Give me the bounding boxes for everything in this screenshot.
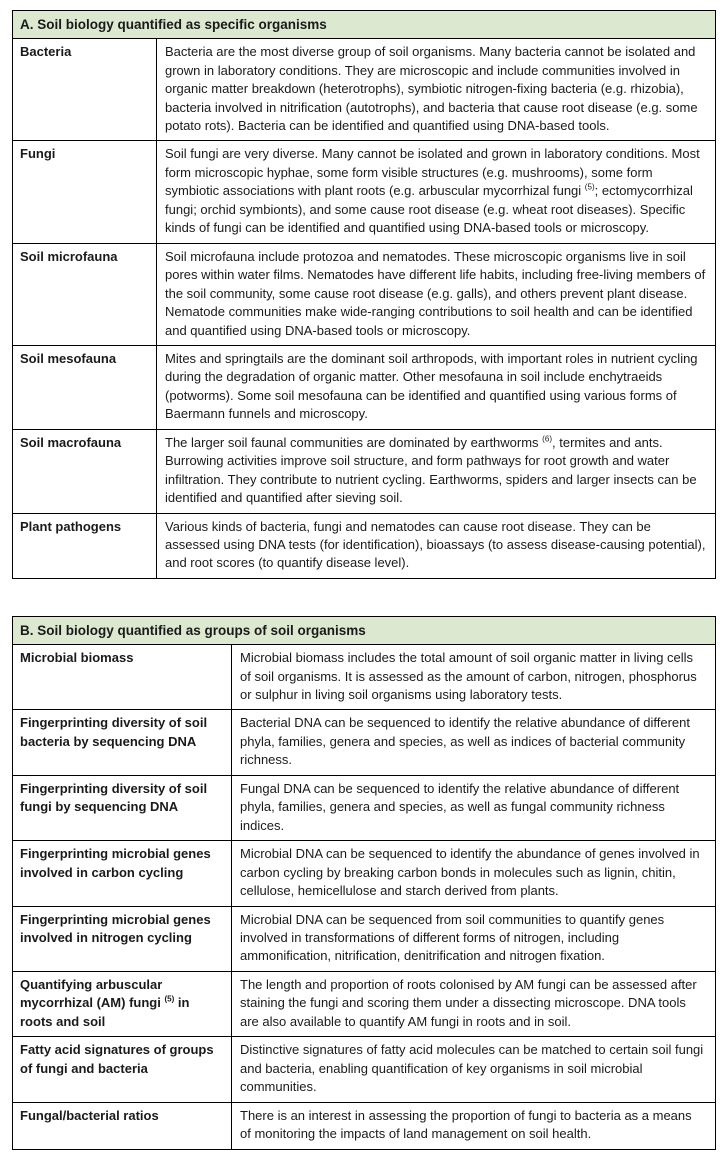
table-b-header: B. Soil biology quantified as groups of … [12, 615, 716, 646]
row-description: The larger soil faunal communities are d… [156, 428, 716, 514]
row-label: Fungal/bacterial ratios [12, 1101, 232, 1150]
table-a-body: Bacteria Bacteria are the most diverse g… [12, 38, 716, 579]
row-label: Soil microfauna [12, 242, 157, 346]
row-label: Fingerprinting microbial genes involved … [12, 840, 232, 907]
table-row: Soil microfauna Soil microfauna include … [12, 242, 716, 346]
row-label: Soil mesofauna [12, 344, 157, 430]
table-row: Plant pathogens Various kinds of bacteri… [12, 512, 716, 579]
row-label: Soil macrofauna [12, 428, 157, 514]
row-description: The length and proportion of roots colon… [231, 970, 716, 1038]
table-b-header-row: B. Soil biology quantified as groups of … [12, 615, 716, 646]
row-description: Soil microfauna include protozoa and nem… [156, 242, 716, 346]
row-description: Distinctive signatures of fatty acid mol… [231, 1036, 716, 1103]
row-description: Mites and springtails are the dominant s… [156, 344, 716, 430]
table-row: Fungal/bacterial ratios There is an inte… [12, 1101, 716, 1150]
row-label: Bacteria [12, 38, 157, 142]
row-label: Fingerprinting diversity of soil bacteri… [12, 709, 232, 776]
row-label: Fingerprinting microbial genes involved … [12, 905, 232, 972]
row-description: Soil fungi are very diverse. Many cannot… [156, 140, 716, 244]
row-description: There is an interest in assessing the pr… [231, 1101, 716, 1150]
row-label: Fungi [12, 140, 157, 244]
table-row: Quantifying arbuscular mycorrhizal (AM) … [12, 970, 716, 1038]
row-label: Plant pathogens [12, 512, 157, 579]
table-row: Fatty acid signatures of groups of fungi… [12, 1036, 716, 1103]
row-description: Bacteria are the most diverse group of s… [156, 38, 716, 142]
table-row: Fingerprinting diversity of soil fungi b… [12, 774, 716, 842]
table-row: Soil mesofauna Mites and springtails are… [12, 344, 716, 430]
row-label: Fingerprinting diversity of soil fungi b… [12, 774, 232, 842]
table-row: Soil macrofauna The larger soil faunal c… [12, 428, 716, 514]
row-description: Microbial biomass includes the total amo… [231, 644, 716, 711]
table-row: Fingerprinting microbial genes involved … [12, 840, 716, 907]
row-label: Quantifying arbuscular mycorrhizal (AM) … [12, 970, 232, 1038]
row-label: Microbial biomass [12, 644, 232, 711]
row-description: Bacterial DNA can be sequenced to identi… [231, 709, 716, 776]
table-row: Bacteria Bacteria are the most diverse g… [12, 38, 716, 142]
row-description: Fungal DNA can be sequenced to identify … [231, 774, 716, 842]
table-row: Fingerprinting diversity of soil bacteri… [12, 709, 716, 776]
table-a-specific-organisms: A. Soil biology quantified as specific o… [12, 9, 716, 579]
row-description: Microbial DNA can be sequenced to identi… [231, 840, 716, 907]
table-row: Fingerprinting microbial genes involved … [12, 905, 716, 972]
table-a-header-row: A. Soil biology quantified as specific o… [12, 9, 716, 40]
table-a-header: A. Soil biology quantified as specific o… [12, 9, 716, 40]
row-label: Fatty acid signatures of groups of fungi… [12, 1036, 232, 1103]
row-description: Microbial DNA can be sequenced from soil… [231, 905, 716, 972]
table-b-body: Microbial biomass Microbial biomass incl… [12, 644, 716, 1150]
table-row: Fungi Soil fungi are very diverse. Many … [12, 140, 716, 244]
table-b-groups-of-organisms: B. Soil biology quantified as groups of … [12, 615, 716, 1150]
table-row: Microbial biomass Microbial biomass incl… [12, 644, 716, 711]
row-description: Various kinds of bacteria, fungi and nem… [156, 512, 716, 579]
